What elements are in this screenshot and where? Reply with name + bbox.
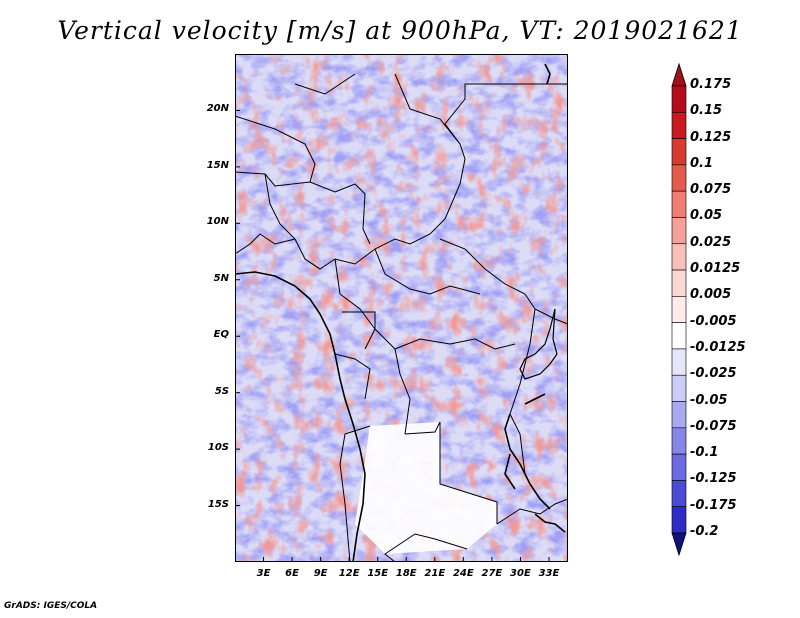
- colorbar-level-label: -0.075: [690, 418, 737, 434]
- axis-ticks: [235, 109, 550, 562]
- colorbar-min-arrow: [671, 532, 687, 557]
- lon-tick-label: 21E: [424, 568, 446, 579]
- colorbar-segment: [671, 453, 687, 481]
- colorbar-level-label: -0.025: [690, 366, 737, 382]
- colorbar-level-label: 0.1: [690, 155, 714, 171]
- lon-tick-label: 3E: [256, 568, 271, 579]
- colorbar-level-label: 0.125: [690, 129, 732, 145]
- colorbar-segment: [671, 138, 687, 166]
- calm-region-south: [355, 422, 497, 554]
- colorbar-segment: [671, 374, 687, 402]
- colorbar-segment: [671, 427, 687, 455]
- colorbar-segment: [671, 217, 687, 245]
- lon-tick-label: 27E: [481, 568, 503, 579]
- colorbar-level-label: 0.025: [690, 234, 732, 250]
- lat-tick-label: EQ: [213, 329, 229, 341]
- colorbar-level-label: 0.005: [690, 287, 732, 303]
- colorbar-segment: [671, 480, 687, 508]
- colorbar-level-label: -0.1: [690, 445, 719, 461]
- lon-tick-label: 12E: [338, 568, 360, 579]
- lat-tick-label: 10N: [206, 216, 229, 228]
- colorbar-segment: [671, 243, 687, 271]
- lon-tick-label: 18E: [395, 568, 417, 579]
- lon-tick-label: 6E: [285, 568, 299, 579]
- velocity-field-map: [235, 54, 568, 562]
- lat-tick-label: 15S: [207, 498, 229, 510]
- colorbar-segment: [671, 164, 687, 192]
- lon-tick-label: 33E: [538, 568, 560, 579]
- map-title: Vertical velocity [m/s] at 900hPa, VT: 2…: [57, 16, 743, 45]
- lat-tick-label: 15N: [206, 159, 229, 171]
- colorbar-level-label: -0.125: [690, 471, 737, 487]
- lon-tick-label: 15E: [367, 568, 389, 579]
- lat-tick-label: 5N: [213, 272, 229, 284]
- colorbar-level-label: -0.2: [690, 524, 719, 539]
- colorbar-segment: [671, 506, 687, 534]
- colorbar-segment: [671, 296, 687, 323]
- lon-tick-label: 24E: [452, 568, 474, 579]
- colorbar-segment: [671, 111, 687, 139]
- colorbar-level-label: 0.05: [690, 208, 723, 224]
- colorbar-segment: [671, 348, 687, 376]
- colorbar-max-arrow: [671, 62, 687, 87]
- colorbar-level-label: 0.175: [690, 77, 732, 92]
- footer-credit: GrADS: IGES/COLA: [4, 601, 98, 611]
- colorbar-segment: [671, 190, 687, 218]
- colorbar-segment: [671, 85, 687, 113]
- lat-tick-label: 5S: [214, 385, 229, 397]
- map-frame-border: [235, 54, 568, 562]
- colorbar-level-label: 0.0125: [690, 261, 741, 277]
- colorbar-level-label: -0.175: [690, 497, 737, 513]
- lon-tick-label: 9E: [313, 568, 328, 579]
- colorbar-segment: [671, 322, 687, 350]
- map-panel: 20N 15N 10N 5N EQ 5S 10S 15S 3E 6E 9E 12E 15E 18E 21E…: [207, 54, 568, 579]
- coastlines: [235, 63, 566, 562]
- country-borders: [235, 73, 568, 562]
- lat-tick-label: 20N: [206, 103, 229, 115]
- colorbar-level-label: -0.0125: [690, 339, 746, 355]
- colorbar-level-label: -0.05: [690, 392, 728, 408]
- colorbar-level-label: 0.075: [690, 182, 732, 198]
- lon-tick-label: 30E: [510, 568, 531, 579]
- colorbar-segment: [671, 269, 687, 297]
- colorbar-level-label: 0.15: [690, 103, 723, 119]
- lat-tick-label: 10S: [207, 442, 229, 454]
- colorbar-segment: [671, 401, 687, 429]
- colorbar-level-label: -0.005: [690, 313, 737, 329]
